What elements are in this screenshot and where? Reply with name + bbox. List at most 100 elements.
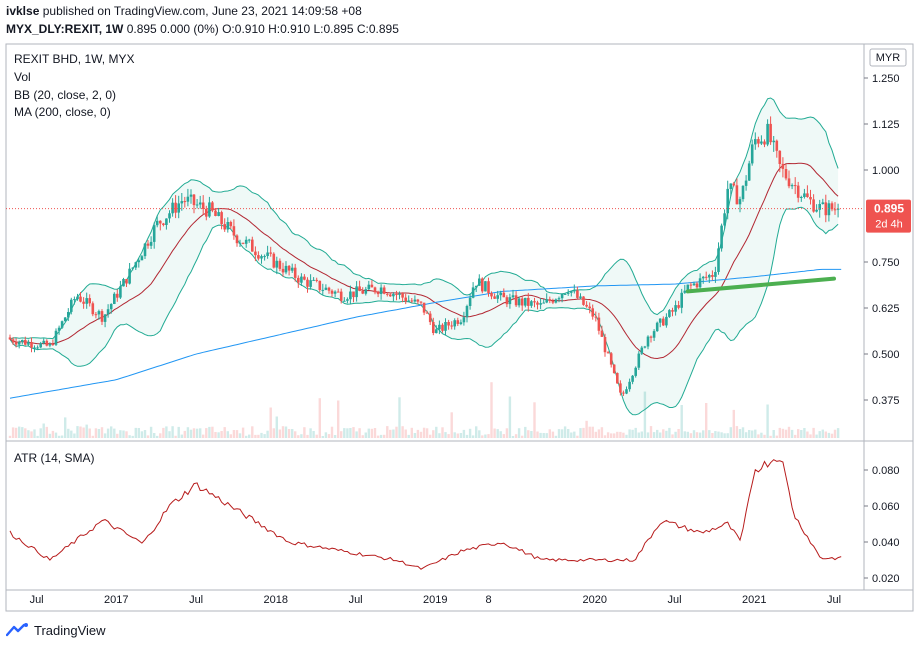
candle-body (416, 299, 420, 302)
volume-bar (235, 430, 239, 438)
trendline[interactable] (685, 276, 836, 294)
volume-bar (8, 435, 12, 438)
candle-body (358, 286, 361, 291)
candle-body (278, 260, 282, 269)
volume-bar (192, 428, 196, 438)
tradingview-brand[interactable]: TradingView (6, 622, 106, 638)
volume-bar (134, 427, 137, 438)
volume-bar (389, 429, 392, 438)
candle-body (336, 291, 340, 293)
candle-body (772, 140, 775, 143)
candle-body (732, 183, 736, 186)
volume-bar (379, 434, 383, 438)
volume-bar (686, 431, 689, 438)
volume-bar (407, 434, 410, 438)
volume-bar (238, 433, 242, 438)
candle-body (490, 293, 493, 297)
candle-body (88, 298, 91, 304)
candle-body (300, 276, 303, 283)
candle-body (723, 213, 726, 226)
volume-bar (631, 429, 634, 438)
legend-vol[interactable]: Vol (14, 70, 31, 84)
legend-atr[interactable]: ATR (14, SMA) (14, 451, 94, 465)
candle-body (741, 185, 745, 200)
candle-body (284, 265, 288, 273)
volume-bar (628, 429, 631, 438)
candle-body (30, 342, 33, 348)
candle-body (349, 291, 352, 300)
volume-bar (775, 435, 778, 438)
volume-bar (122, 430, 125, 438)
time-tick-label: 2021 (742, 594, 766, 606)
price-tick-label: 1.125 (872, 119, 900, 131)
volume-bar (416, 429, 420, 438)
candle-body (162, 223, 165, 225)
candle-body (149, 241, 153, 246)
volume-bar (435, 426, 438, 438)
candle-body (339, 291, 343, 301)
volume-bar (619, 431, 622, 438)
volume-bar (570, 432, 573, 438)
volume-bar (705, 403, 708, 438)
volume-bar (812, 427, 815, 438)
volume-bar (582, 427, 585, 438)
candle-body (631, 375, 634, 382)
candle-body (815, 209, 818, 212)
volume-bar (680, 405, 683, 438)
candle-body (425, 312, 429, 314)
candle-body (603, 337, 607, 353)
volume-bar (45, 426, 48, 438)
candle-body (760, 141, 763, 144)
legend-symbol[interactable]: REXIT BHD, 1W, MYX (14, 52, 134, 66)
volume-bar (468, 428, 472, 438)
bollinger-upper-line (9, 97, 839, 340)
volume-bar (85, 424, 88, 438)
volume-bar (392, 429, 395, 438)
candle-body (247, 239, 251, 241)
candle-body (827, 203, 831, 216)
volume-bar (245, 435, 248, 438)
candle-body (217, 212, 220, 216)
volume-bar (720, 432, 723, 438)
volume-bar (367, 428, 370, 438)
legend-ma[interactable]: MA (200, close, 0) (14, 105, 111, 119)
candle-body (809, 197, 812, 200)
candle-body (459, 322, 463, 324)
time-tick-label: 2017 (104, 594, 128, 606)
candle-body (520, 298, 524, 306)
candle-body (493, 296, 496, 299)
volume-bar (18, 426, 21, 438)
volume-bar (824, 431, 827, 438)
volume-bar (514, 434, 518, 438)
volume-bar (640, 431, 643, 438)
candle-body (514, 295, 518, 306)
price-axis[interactable]: 0.375 0.500 0.625 0.750 1.000 1.125 1.250 (864, 73, 900, 407)
candle-body (346, 299, 349, 301)
volume-bar (505, 428, 509, 438)
volume-bar (208, 426, 211, 438)
atr-axis[interactable]: 0.020 0.040 0.060 0.080 (864, 465, 900, 585)
last-price-value: 0.895 (874, 202, 904, 216)
time-axis[interactable]: Jul 2017 Jul 2018 Jul 2019 8 2020 Jul 2021 Jul (30, 594, 841, 606)
volume-bar (355, 431, 358, 438)
volume-bar (760, 432, 763, 438)
volume-bar (778, 427, 781, 438)
candle-body (487, 281, 490, 293)
tradingview-logo-icon (6, 623, 28, 637)
candle-body (263, 256, 266, 258)
volume-bar (106, 428, 110, 438)
volume-bar (557, 429, 561, 438)
volume-bar (284, 426, 288, 438)
volume-bar (125, 431, 128, 438)
legend-bb[interactable]: BB (20, close, 2, 0) (14, 88, 116, 102)
volume-bar (757, 434, 760, 438)
candle-body (818, 204, 821, 210)
last-price-tag: 0.895 2d 4h (866, 199, 911, 233)
volume-bar (165, 426, 168, 438)
candle-body (444, 322, 447, 331)
volume-bar (358, 428, 361, 438)
volume-bar (708, 430, 711, 438)
currency-badge[interactable] (869, 48, 907, 67)
volume-bar (830, 433, 834, 438)
